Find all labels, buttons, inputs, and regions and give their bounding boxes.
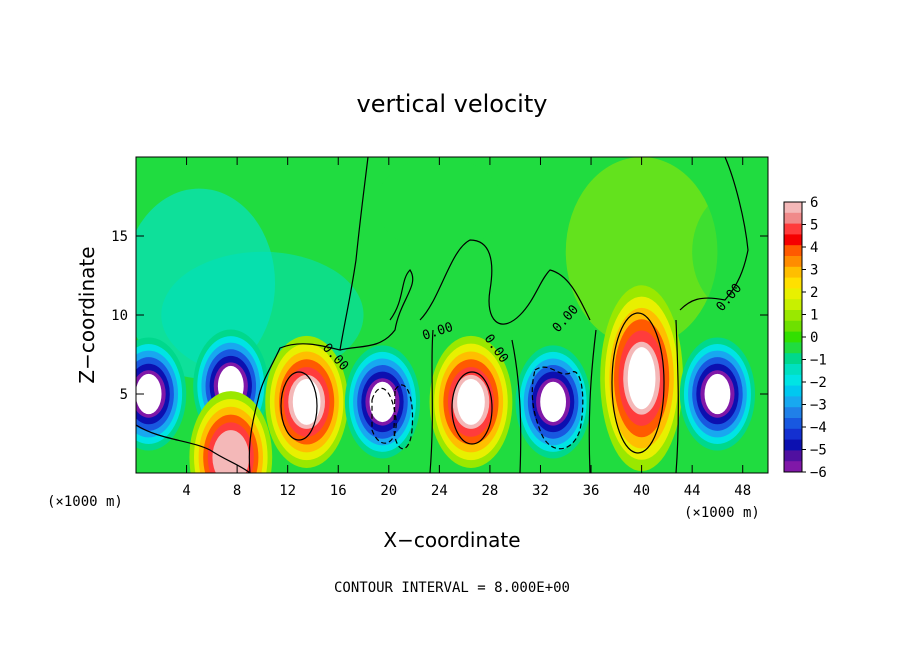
negative-contour [371, 387, 397, 444]
colorbar-tick-label: −4 [810, 420, 827, 436]
zero-contour-line [675, 319, 679, 473]
colorbar-tick-label: −1 [810, 353, 827, 369]
field-patch [376, 157, 503, 252]
positive-contour [280, 371, 318, 441]
x-tick-label: 12 [279, 483, 296, 499]
zero-contour-line [248, 157, 369, 473]
colorbar-swatch [784, 374, 802, 387]
colorbar-swatch [784, 385, 802, 397]
x-unit-right: (×1000 m) [684, 505, 760, 521]
colorbar-swatch [784, 212, 802, 225]
x-tick-label: 28 [481, 483, 498, 499]
colorbar-tick-label: −3 [810, 398, 827, 414]
zero-contour-line [419, 239, 591, 325]
colorbar-swatch [784, 202, 802, 214]
colorbar-swatch [784, 245, 802, 257]
x-tick-label: 16 [330, 483, 347, 499]
colorbar-swatch [784, 342, 802, 354]
plot-field: 0.00 0.00 0.00 0.00 0.00 [136, 157, 768, 473]
colorbar-swatch [784, 450, 802, 462]
colorbar-tick-label: −5 [810, 443, 827, 459]
positive-contour [611, 312, 665, 454]
y-tick-label: 15 [111, 229, 128, 245]
x-tick-label: 8 [233, 483, 241, 499]
negative-contour [393, 384, 414, 450]
colorbar-swatch [784, 310, 802, 322]
colorbar-swatch [784, 428, 802, 441]
positive-contour [451, 371, 493, 445]
colorbar-swatch [784, 364, 802, 376]
x-axis-label: X−coordinate [383, 528, 520, 552]
field-patch [565, 157, 718, 347]
colorbar-swatch [784, 299, 802, 311]
velocity-field [136, 157, 768, 473]
colorbar-tick-label: 4 [810, 240, 818, 256]
colorbar-swatch [784, 439, 802, 451]
zero-contour-line [588, 329, 597, 473]
x-tick-label: 48 [734, 483, 751, 499]
saturated-core [136, 373, 162, 415]
saturated-core [457, 378, 485, 425]
colorbar-swatch [784, 331, 802, 343]
colorbar-tick-label: 1 [810, 308, 818, 324]
colorbar-swatch [784, 396, 802, 408]
field-patch [692, 188, 768, 315]
saturated-core [540, 381, 567, 423]
saturated-core [627, 347, 656, 410]
saturated-core [369, 381, 396, 423]
colorbar-swatch [784, 418, 802, 430]
colorbar-tick-label: 0 [810, 330, 818, 346]
x-tick-label: 44 [684, 483, 701, 499]
colorbar-swatch [784, 266, 802, 279]
colorbar-swatch [784, 234, 802, 246]
x-tick-label: 32 [532, 483, 549, 499]
saturated-core [292, 378, 321, 425]
y-axis-label: Z−coordinate [75, 246, 99, 383]
x-tick-label: 36 [583, 483, 600, 499]
x-tick-label: 4 [182, 483, 190, 499]
colorbar-tick-label: 2 [810, 285, 818, 301]
zero-contour-line [339, 269, 414, 351]
zero-contour-line [511, 339, 522, 473]
zero-contour-line [136, 424, 251, 473]
colorbar-swatch [784, 353, 802, 365]
zero-contours [136, 157, 749, 473]
chart-title: vertical velocity [357, 90, 548, 118]
y-axis: 5 10 15 [111, 229, 768, 403]
colorbar-tick-label: −6 [810, 465, 827, 481]
zero-contour-line [679, 157, 749, 311]
x-tick-label: 24 [431, 483, 448, 499]
colorbar-swatch [784, 461, 802, 473]
colorbar-swatch [784, 223, 802, 235]
x-tick-label: 20 [380, 483, 397, 499]
colorbar-swatch [784, 256, 802, 268]
x-unit-left: (×1000 m) [47, 494, 123, 510]
colorbar-swatch [784, 320, 802, 333]
updraft-band [212, 430, 250, 473]
colorbar: 6 5 4 3 2 1 0 −1 −2 −3 −4 −5 −6 [783, 195, 827, 481]
x-tick-label: 40 [633, 483, 650, 499]
contour-labels: 0.00 0.00 0.00 0.00 0.00 [319, 281, 745, 374]
y-tick-label: 5 [120, 387, 128, 403]
colorbar-tick-label: 3 [810, 263, 818, 279]
colorbar-swatch [784, 277, 802, 289]
y-tick-label: 10 [111, 308, 128, 324]
colorbar-tick-label: −2 [810, 375, 827, 391]
colorbar-swatch [784, 288, 802, 300]
x-axis: 4 8 12 16 20 24 28 32 36 40 44 48 [182, 157, 751, 499]
colorbar-tick-label: 6 [810, 195, 818, 211]
contour-interval: CONTOUR INTERVAL = 8.000E+00 [334, 580, 570, 596]
negative-contour [531, 366, 584, 450]
colorbar-tick-label: 5 [810, 218, 818, 234]
zero-contour-line [429, 329, 434, 473]
colorbar-swatch [784, 407, 802, 419]
saturated-core [704, 373, 731, 415]
